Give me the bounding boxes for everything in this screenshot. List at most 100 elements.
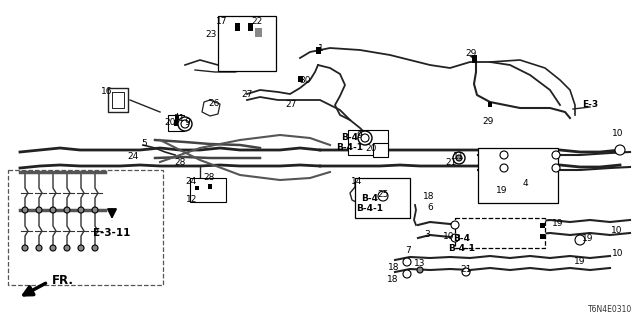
Text: 16: 16 <box>101 86 113 95</box>
Bar <box>248 23 253 31</box>
Text: B-4: B-4 <box>362 194 378 203</box>
Text: 10: 10 <box>612 129 624 138</box>
Text: B-4-1: B-4-1 <box>337 142 364 151</box>
Bar <box>174 120 178 126</box>
Text: 21: 21 <box>460 266 472 275</box>
Circle shape <box>178 117 192 131</box>
Text: 28: 28 <box>174 157 186 166</box>
Text: 23: 23 <box>205 29 217 38</box>
Circle shape <box>92 245 98 251</box>
Circle shape <box>361 134 369 142</box>
Bar <box>540 222 545 228</box>
Circle shape <box>575 235 585 245</box>
Circle shape <box>78 207 84 213</box>
Bar <box>168 115 184 131</box>
Text: B-4-1: B-4-1 <box>356 204 383 212</box>
Text: 3: 3 <box>424 229 430 238</box>
Text: 29: 29 <box>483 116 493 125</box>
Text: 9: 9 <box>356 131 362 140</box>
Text: 10: 10 <box>612 249 624 258</box>
Circle shape <box>50 245 56 251</box>
Circle shape <box>92 207 98 213</box>
Circle shape <box>22 207 28 213</box>
Text: 19: 19 <box>496 186 508 195</box>
Circle shape <box>378 191 388 201</box>
Text: 4: 4 <box>522 179 528 188</box>
Circle shape <box>451 221 459 229</box>
Circle shape <box>417 267 423 273</box>
Circle shape <box>403 258 411 266</box>
Text: 24: 24 <box>127 151 139 161</box>
Bar <box>540 234 545 238</box>
Circle shape <box>451 234 459 242</box>
Bar <box>472 55 477 61</box>
Text: T6N4E0310: T6N4E0310 <box>588 305 632 314</box>
Text: 25: 25 <box>378 189 388 198</box>
Text: FR.: FR. <box>52 275 74 287</box>
Bar <box>355 178 410 218</box>
Text: E-3: E-3 <box>582 100 598 108</box>
Circle shape <box>615 145 625 155</box>
Bar <box>195 186 199 190</box>
Text: 21: 21 <box>445 157 457 166</box>
Text: 27: 27 <box>285 100 297 108</box>
Text: 5: 5 <box>141 139 147 148</box>
Text: 20: 20 <box>164 117 176 126</box>
Text: 31: 31 <box>173 114 185 123</box>
Bar <box>220 18 275 70</box>
Bar <box>298 76 303 82</box>
Text: 20: 20 <box>365 143 377 153</box>
Text: B-4: B-4 <box>342 132 358 141</box>
Bar <box>175 116 179 120</box>
Text: 28: 28 <box>204 172 214 181</box>
Circle shape <box>64 207 70 213</box>
Text: 19: 19 <box>582 234 594 243</box>
Circle shape <box>36 207 42 213</box>
Text: 19: 19 <box>552 219 564 228</box>
Text: 17: 17 <box>216 17 228 26</box>
Text: 10: 10 <box>611 226 623 235</box>
Circle shape <box>456 155 462 161</box>
Circle shape <box>403 270 411 278</box>
Text: 1: 1 <box>318 44 324 52</box>
Text: E-3-11: E-3-11 <box>93 228 131 238</box>
Text: 18: 18 <box>423 191 435 201</box>
Circle shape <box>50 207 56 213</box>
Bar <box>455 218 545 248</box>
Text: 26: 26 <box>208 99 220 108</box>
Bar <box>316 46 321 53</box>
Bar <box>488 101 492 107</box>
Bar <box>373 143 388 157</box>
Text: B-4-1: B-4-1 <box>449 244 476 252</box>
Bar <box>8 170 163 285</box>
Circle shape <box>78 245 84 251</box>
Bar <box>348 130 388 155</box>
Text: 12: 12 <box>186 195 198 204</box>
Text: 6: 6 <box>427 203 433 212</box>
Circle shape <box>64 245 70 251</box>
Circle shape <box>462 268 470 276</box>
Bar <box>190 178 226 202</box>
Text: 18: 18 <box>387 276 399 284</box>
Circle shape <box>552 164 560 172</box>
Text: 29: 29 <box>465 49 477 58</box>
Text: B-4: B-4 <box>454 234 470 243</box>
Text: 7: 7 <box>405 245 411 254</box>
Text: 19: 19 <box>574 258 586 267</box>
Text: 10: 10 <box>444 231 455 241</box>
Text: 27: 27 <box>241 90 253 99</box>
Text: 18: 18 <box>388 263 400 273</box>
Bar <box>472 57 477 63</box>
Circle shape <box>500 151 508 159</box>
Circle shape <box>453 152 465 164</box>
Text: 22: 22 <box>252 17 262 26</box>
Circle shape <box>552 151 560 159</box>
Circle shape <box>36 245 42 251</box>
Circle shape <box>500 164 508 172</box>
Circle shape <box>358 131 372 145</box>
Circle shape <box>22 245 28 251</box>
Bar <box>208 183 212 188</box>
Text: 24: 24 <box>186 177 196 186</box>
Bar <box>255 28 262 36</box>
Bar <box>234 23 239 31</box>
